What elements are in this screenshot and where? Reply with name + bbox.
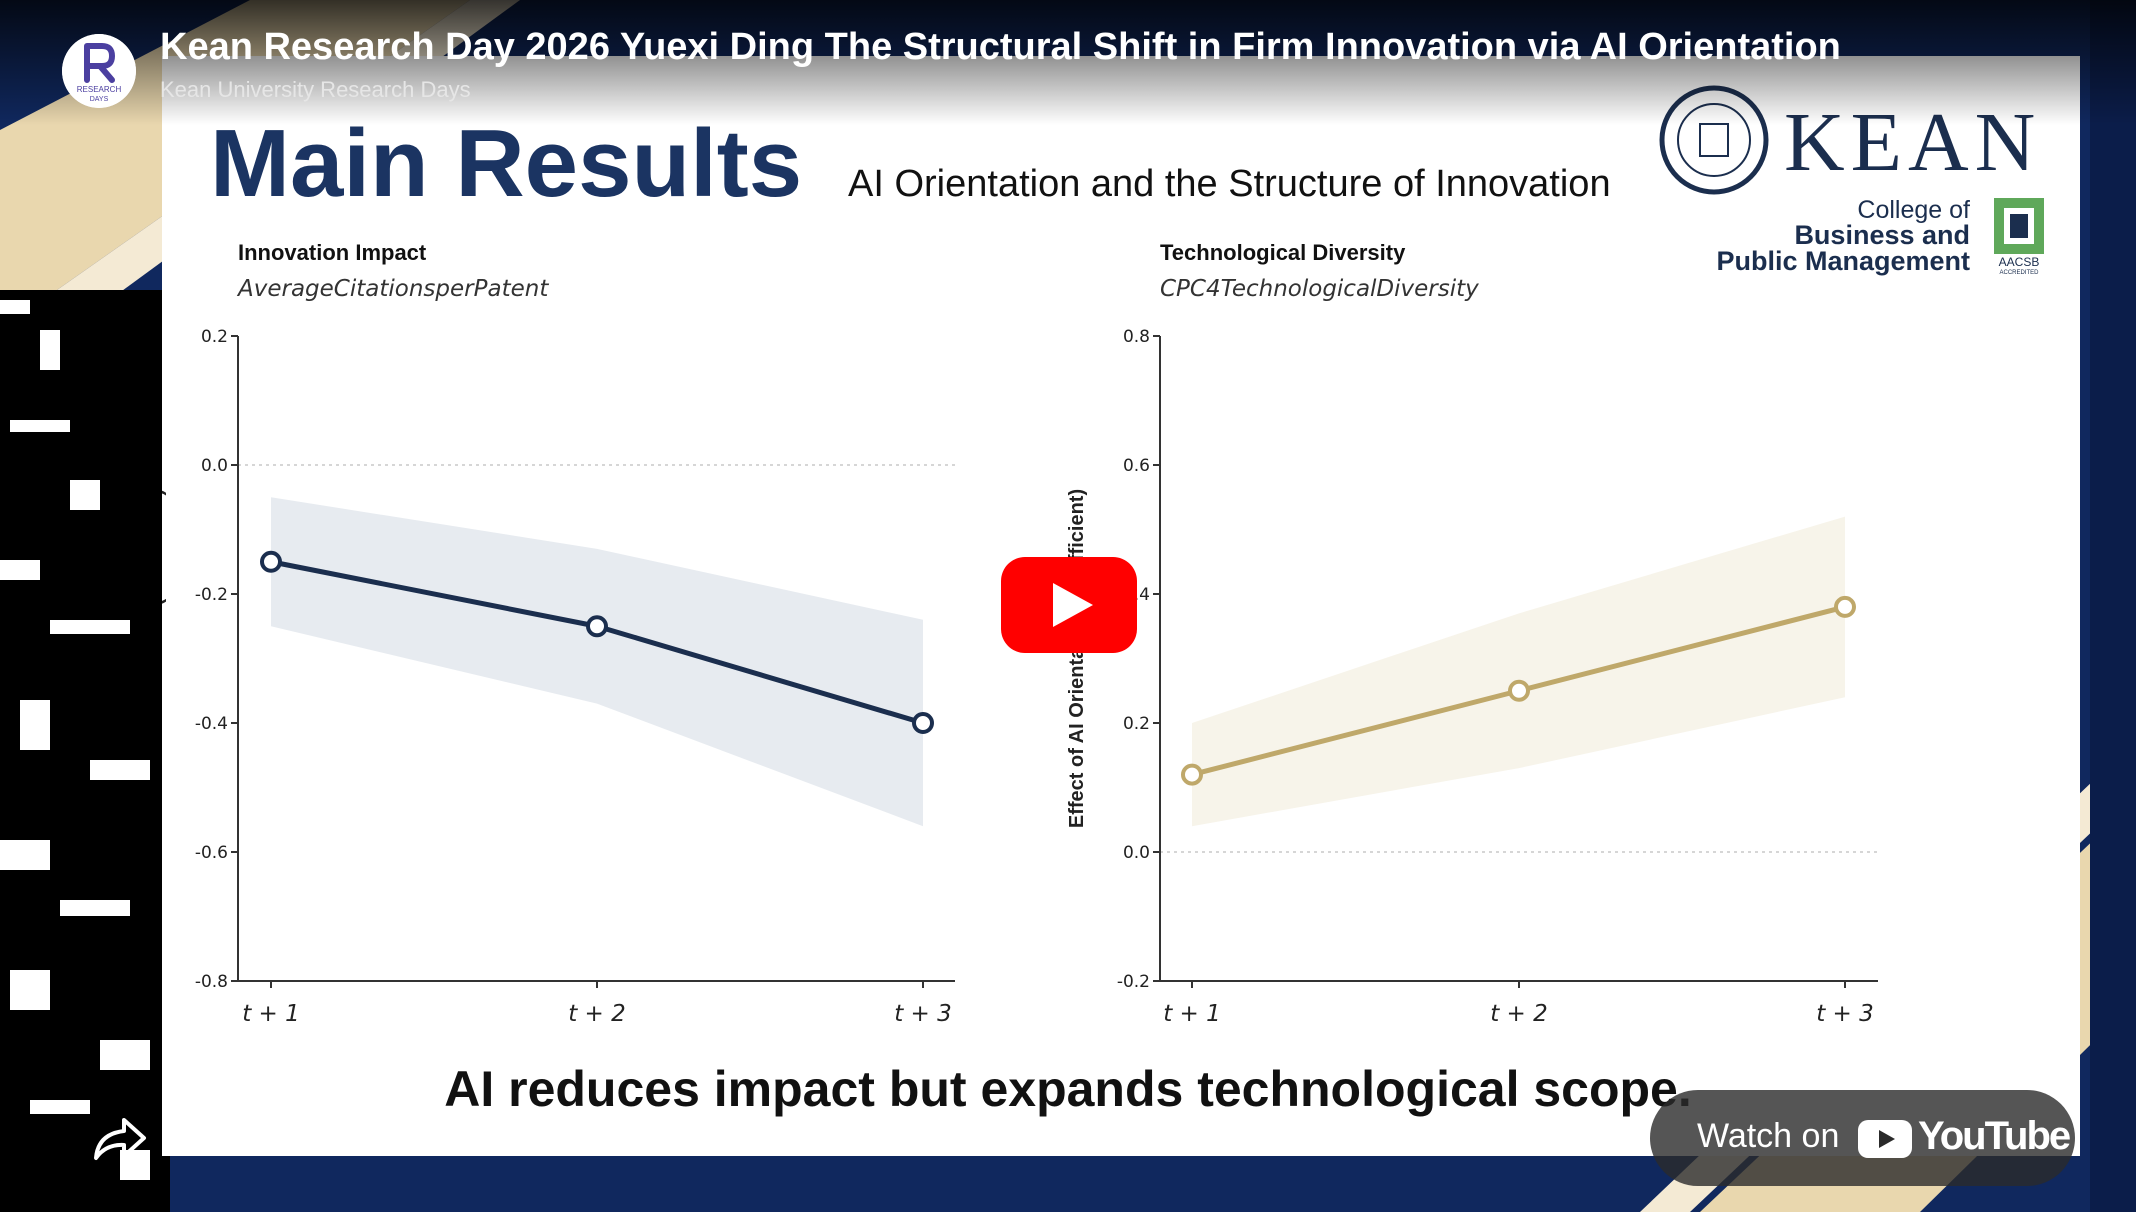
college-line-1: College of	[1857, 196, 1970, 224]
watch-on-youtube-button[interactable]: Watch on YouTube	[1650, 1090, 2075, 1186]
innovation-impact-chart: Innovation Impact AverageCitationsperPat…	[162, 240, 955, 1027]
data-point	[260, 550, 282, 573]
x-tick-label: t + 1	[242, 1001, 300, 1027]
data-point	[912, 712, 934, 734]
channel-name[interactable]: Kean University Research Days	[160, 77, 471, 102]
x-tick-label: t + 3	[894, 1001, 952, 1027]
x-tick-label: t + 1	[1163, 1001, 1221, 1027]
data-point	[1508, 679, 1530, 702]
y-tick-label: 0.8	[1123, 327, 1150, 347]
y-tick-label: -0.8	[195, 972, 228, 992]
data-point	[586, 615, 608, 638]
channel-avatar[interactable]: RESEARCH DAYS	[62, 34, 136, 108]
chart-subtitle: CPC4TechnologicalDiversity	[1160, 276, 1479, 302]
y-tick-label: 0.2	[201, 327, 228, 347]
data-point	[1834, 595, 1856, 618]
presentation-slide: Main Results AI Orientation and the Stru…	[162, 56, 2080, 1156]
data-point	[1181, 763, 1203, 786]
avatar-text-1: RESEARCH	[77, 85, 122, 94]
y-tick-label: -0.4	[195, 714, 228, 734]
technological-diversity-chart: Technological Diversity CPC4Technologica…	[1066, 240, 1878, 1027]
slide-takeaway: AI reduces impact but expands technologi…	[444, 1061, 1692, 1117]
y-tick-label: 0.6	[1123, 456, 1150, 476]
x-tick-label: t + 3	[1816, 1001, 1874, 1027]
video-title[interactable]: Kean Research Day 2026 Yuexi Ding The St…	[160, 26, 1841, 68]
avatar-text-2: DAYS	[90, 96, 109, 103]
y-tick-label: 0.0	[1123, 843, 1150, 863]
chart-title: Technological Diversity	[1160, 240, 1406, 265]
y-axis-label: Effect of AI Orientation (Coefficient)	[1066, 489, 1088, 828]
college-line-2: Business and	[1794, 220, 1970, 250]
slide-heading: Main Results	[210, 110, 802, 217]
share-button[interactable]	[90, 1112, 150, 1164]
y-tick-label: -0.6	[195, 843, 228, 863]
watch-on-label: Watch on	[1697, 1117, 1840, 1155]
play-button[interactable]	[1001, 557, 1137, 653]
research-days-logo-icon: RESEARCH DAYS	[62, 34, 136, 108]
y-tick-label: -0.2	[1117, 972, 1150, 992]
x-tick-label: t + 2	[568, 1001, 626, 1027]
y-tick-label: 0.0	[201, 456, 228, 476]
chart-title: Innovation Impact	[238, 240, 427, 265]
y-tick-label: -0.2	[195, 585, 228, 605]
share-arrow-icon	[94, 1118, 146, 1160]
youtube-logo-icon	[1858, 1120, 1912, 1158]
confidence-band	[1192, 516, 1845, 827]
play-icon	[1001, 557, 1137, 653]
y-tick-label: 0.2	[1123, 714, 1150, 734]
college-line-3: Public Management	[1716, 246, 1970, 276]
slide-subheading: AI Orientation and the Structure of Inno…	[848, 163, 1611, 205]
youtube-wordmark: YouTube	[1918, 1114, 2071, 1158]
confidence-band	[271, 497, 923, 827]
chart-subtitle: AverageCitationsperPatent	[236, 276, 549, 302]
y-axis-label: Effect of AI Orientation (Coefficient)	[162, 489, 167, 828]
player-title-bar	[0, 0, 2136, 125]
x-tick-label: t + 2	[1490, 1001, 1548, 1027]
aacsb-label: AACSB	[1999, 255, 2040, 269]
aacsb-sublabel: ACCREDITED	[1999, 270, 2039, 276]
slide-canvas: Main Results AI Orientation and the Stru…	[162, 85, 2044, 1117]
